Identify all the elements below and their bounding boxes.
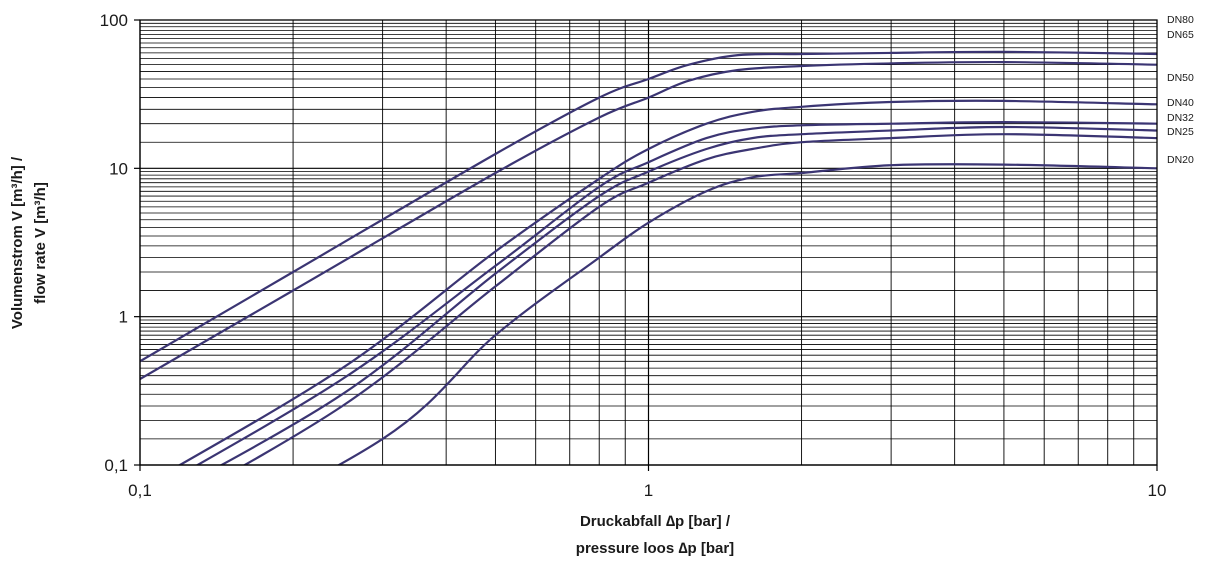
grid xyxy=(139,20,1157,466)
series-line-dn40 xyxy=(195,121,1157,465)
series-label-dn25: DN25 xyxy=(1167,126,1194,138)
y-tick-label: 100 xyxy=(100,11,128,30)
x-axis-title-line-2: pressure loos ∆p [bar] xyxy=(576,540,734,557)
x-axis-title: Druckabfall ∆p [bar] / pressure loos ∆p … xyxy=(576,513,734,557)
y-tick-label: 1 xyxy=(119,308,128,327)
series-label-dn20: DN20 xyxy=(1167,154,1194,166)
series-labels: DN80 DN65 DN50 DN40 DN32 DN25 DN20 xyxy=(1167,14,1194,166)
series-label-dn65: DN65 xyxy=(1167,29,1194,41)
x-tick-label: 10 xyxy=(1148,481,1167,500)
x-tick-label: 0,1 xyxy=(128,481,152,500)
series-line-dn65 xyxy=(140,60,1157,381)
y-axis-title-line-2: flow rate V [m³/h] xyxy=(32,182,49,304)
series-line-dn50 xyxy=(177,99,1157,465)
series-label-dn80: DN80 xyxy=(1167,14,1194,26)
y-tick-label: 0,1 xyxy=(104,456,128,475)
y-axis-title: Volumenstrom V [m³/h] / flow rate V [m³/… xyxy=(9,156,49,329)
series-line-dn20 xyxy=(336,163,1157,465)
series-line-dn25 xyxy=(242,133,1157,465)
series-label-dn32: DN32 xyxy=(1167,112,1194,124)
series-label-dn50: DN50 xyxy=(1167,72,1194,84)
x-tick-label: 1 xyxy=(644,481,653,500)
series-line-dn80 xyxy=(140,50,1157,363)
x-axis-title-line-1: Druckabfall ∆p [bar] / xyxy=(580,513,731,530)
y-axis-title-line-1: Volumenstrom V [m³/h] / xyxy=(9,156,26,329)
y-tick-label: 10 xyxy=(109,159,128,178)
series-label-dn40: DN40 xyxy=(1167,97,1194,109)
series-line-dn32 xyxy=(219,125,1157,465)
series-group xyxy=(140,50,1157,465)
tick-labels: 0,1 1 10 100 10 1 0,1 xyxy=(100,11,1167,500)
